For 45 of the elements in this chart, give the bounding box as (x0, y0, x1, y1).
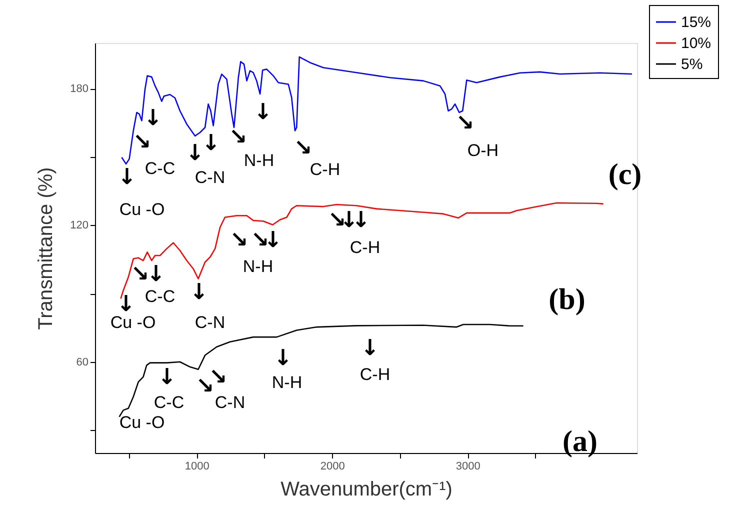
annotation: C-H (350, 238, 380, 257)
annotation: C-C (154, 393, 184, 412)
annotation: N-H (272, 373, 302, 392)
annotation: ↓ (202, 131, 220, 156)
x-tick-label: 3000 (456, 460, 480, 472)
annotation: ↘ (456, 111, 474, 136)
legend-label: 10% (681, 35, 712, 52)
annotation: ↓ (118, 165, 136, 190)
y-tick-label: 180 (70, 83, 88, 96)
annotation: (b) (548, 283, 586, 316)
annotation: ↓ (360, 336, 380, 361)
y-tick-label: 120 (70, 220, 88, 232)
annotation: C-H (360, 365, 390, 384)
annotation: ↓ (144, 106, 162, 131)
annotation: Cu -O (119, 413, 165, 432)
annotation: Cu -O (119, 200, 165, 219)
annotation: ↓ (190, 280, 208, 305)
annotation: (a) (562, 425, 598, 458)
annotation: C-N (214, 393, 246, 412)
legend-label: 5% (681, 56, 703, 73)
annotation: ↘ (130, 262, 150, 287)
annotation: ↓ (158, 365, 176, 390)
annotation: ↓ (186, 141, 204, 166)
annotation: ↓ (146, 262, 166, 287)
x-tick-label: 1000 (184, 460, 210, 472)
annotation: C-C (144, 287, 176, 306)
y-tick-label: 60 (76, 356, 88, 368)
legend-label: 15% (681, 14, 712, 31)
annotation: ↓ (274, 346, 292, 371)
annotation: C-C (144, 159, 176, 178)
annotation: ↓ (254, 100, 272, 125)
annotation: N-H (244, 151, 274, 170)
annotation: N-H (242, 257, 274, 276)
annotation: C-H (310, 160, 340, 179)
annotation: C-N (194, 313, 226, 332)
annotation: C-N (194, 168, 226, 187)
annotation: O-H (467, 141, 499, 160)
x-axis-title: Wavenumber(cm⁻¹) (280, 478, 452, 500)
annotation: ↘ (228, 125, 248, 150)
y-axis-title: Transmittance (%) (35, 167, 58, 330)
annotation: ↘ (230, 228, 248, 253)
annotation: ↘ (132, 130, 152, 155)
annotation: (c) (608, 158, 642, 191)
annotation: ↘ (294, 136, 312, 161)
x-tick-label: 2000 (320, 460, 345, 472)
